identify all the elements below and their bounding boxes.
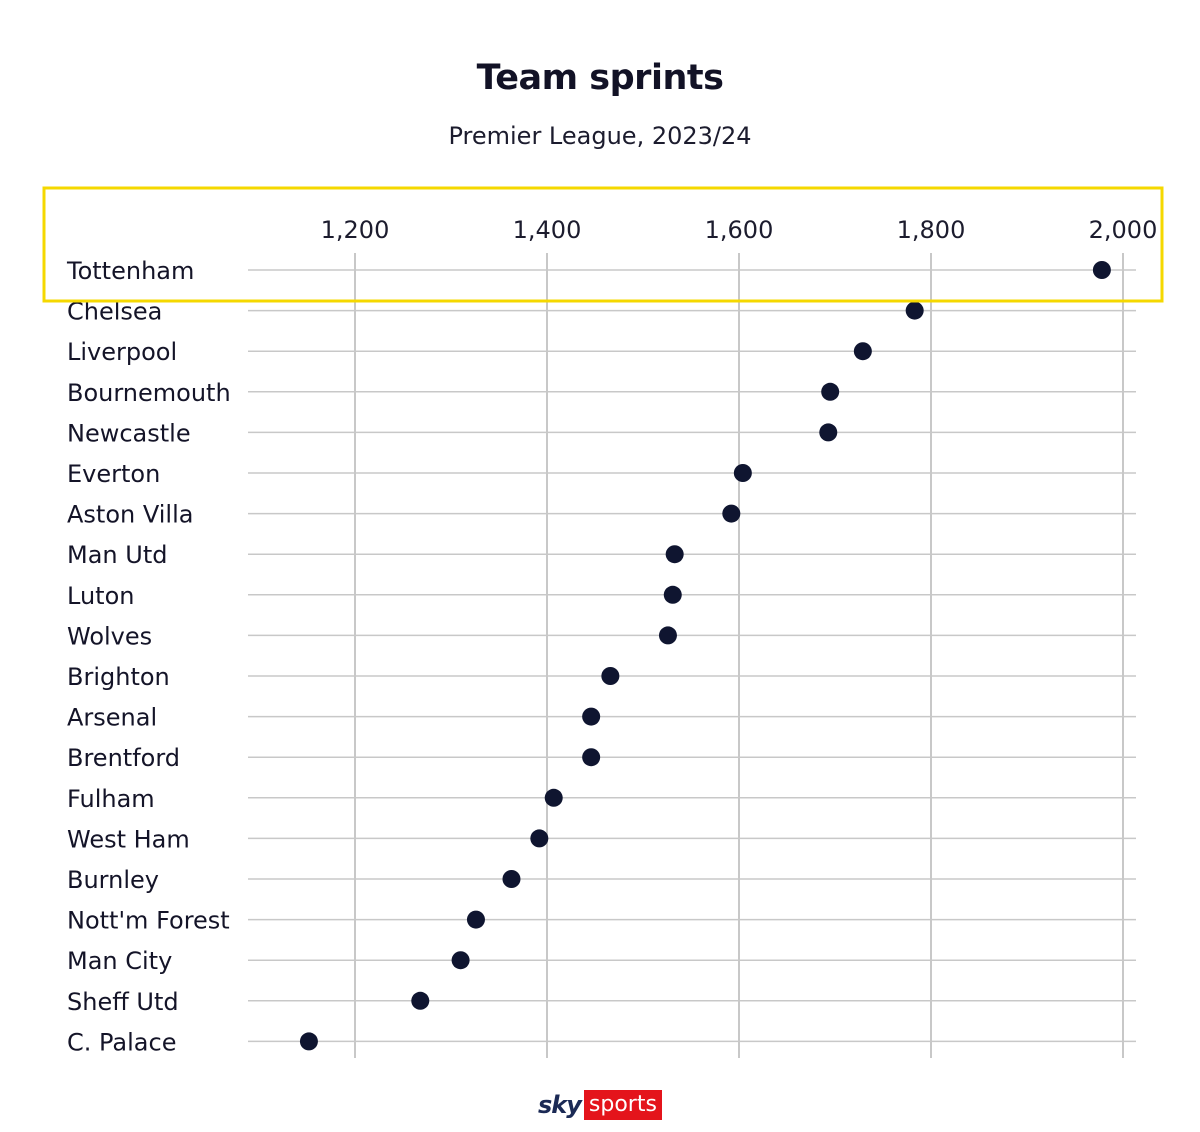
x-tick-label: 1,600 xyxy=(705,216,774,244)
data-point xyxy=(411,991,430,1010)
team-label: Arsenal xyxy=(67,704,157,732)
x-tick-label: 2,000 xyxy=(1089,216,1158,244)
sky-sports-logo: sky sports xyxy=(538,1088,662,1122)
team-label: Fulham xyxy=(67,785,155,813)
team-label: Man City xyxy=(67,947,172,975)
sports-logo-text: sports xyxy=(583,1090,662,1120)
data-point xyxy=(502,870,521,888)
data-point xyxy=(582,748,601,767)
team-label: Brentford xyxy=(67,744,180,772)
team-label: C. Palace xyxy=(67,1028,176,1056)
data-point xyxy=(1092,261,1111,279)
data-point xyxy=(299,1032,318,1051)
team-label: Brighton xyxy=(67,663,170,691)
data-point xyxy=(819,423,838,442)
data-point xyxy=(601,667,620,685)
data-point xyxy=(451,951,470,970)
data-point xyxy=(733,464,752,482)
data-point xyxy=(722,504,741,523)
data-point xyxy=(658,626,677,645)
team-label: Luton xyxy=(67,582,134,610)
data-point xyxy=(466,910,485,929)
data-point xyxy=(853,342,872,361)
data-point xyxy=(905,301,924,320)
data-point xyxy=(665,545,684,564)
data-point xyxy=(821,382,840,401)
team-label: Burnley xyxy=(67,866,159,894)
team-label: Aston Villa xyxy=(67,501,193,529)
team-label: Bournemouth xyxy=(67,379,231,407)
team-label: Tottenham xyxy=(66,257,194,285)
data-point xyxy=(582,707,601,726)
team-label: Man Utd xyxy=(67,541,167,569)
team-label: Everton xyxy=(67,460,160,488)
team-label: Nott'm Forest xyxy=(67,907,230,935)
sky-logo-text: sky xyxy=(538,1091,582,1119)
chart-subtitle: Premier League, 2023/24 xyxy=(448,122,752,150)
team-label: Newcastle xyxy=(67,419,191,447)
data-point xyxy=(663,585,682,604)
team-label: Liverpool xyxy=(67,338,177,366)
x-tick-label: 1,400 xyxy=(513,216,582,244)
team-label: Sheff Utd xyxy=(67,988,179,1016)
chart-title: Team sprints xyxy=(476,58,724,98)
highlight-box xyxy=(42,186,1164,303)
x-tick-label: 1,800 xyxy=(897,216,966,244)
x-tick-label: 1,200 xyxy=(321,216,390,244)
data-point xyxy=(530,829,549,848)
data-point xyxy=(544,788,563,807)
team-label: Wolves xyxy=(67,622,152,650)
team-label: West Ham xyxy=(67,825,190,853)
